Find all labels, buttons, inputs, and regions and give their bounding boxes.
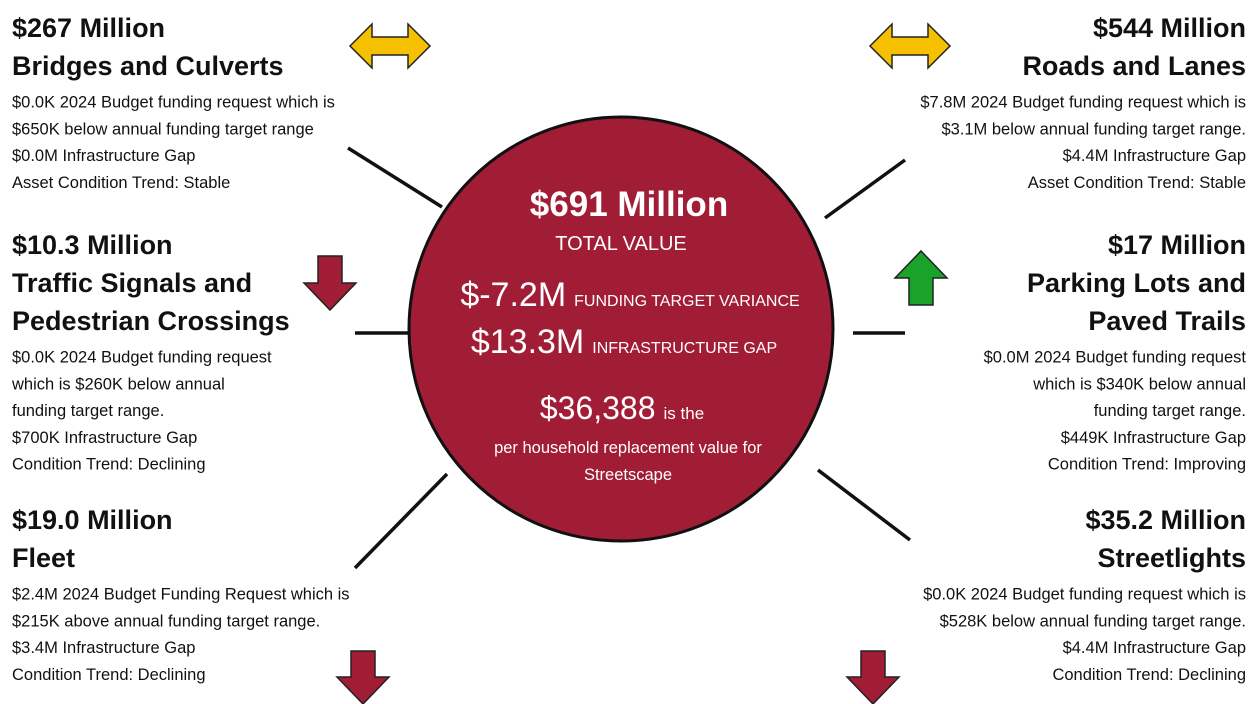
asset-detail: which is $340K below annual: [1032, 375, 1246, 393]
asset-name: Pedestrian Crossings: [12, 306, 290, 336]
asset-detail: $7.8M 2024 Budget funding request which …: [920, 94, 1246, 112]
gap: $13.3M: [471, 323, 584, 361]
variance-line: $-7.2M FUNDING TARGET VARIANCE: [460, 276, 799, 314]
asset-value: $544 Million: [1093, 13, 1246, 43]
asset-detail: $0.0K 2024 Budget funding request which …: [923, 586, 1246, 604]
asset-value: $19.0 Million: [12, 505, 173, 535]
total-value: $691 Million: [530, 185, 728, 224]
asset-detail: $0.0K 2024 Budget funding request: [12, 349, 272, 367]
total-label: TOTAL VALUE: [555, 233, 687, 255]
asset-detail: $215K above annual funding target range.: [12, 612, 320, 630]
improving-arrow: [893, 249, 949, 306]
asset-name: Fleet: [12, 543, 75, 573]
connector: [823, 158, 907, 220]
asset-detail: Condition Trend: Declining: [1052, 666, 1246, 684]
asset-name: Streetlights: [1097, 543, 1246, 573]
asset-detail: $0.0K 2024 Budget funding request which …: [12, 94, 335, 112]
connectors: [347, 146, 912, 570]
asset-name: Paved Trails: [1088, 306, 1246, 336]
gap-label: INFRASTRUCTURE GAP: [592, 340, 777, 357]
asset-detail: $449K Infrastructure Gap: [1061, 429, 1246, 447]
asset-detail: Condition Trend: Declining: [12, 456, 206, 474]
connector: [347, 146, 443, 209]
asset-detail: $3.4M Infrastructure Gap: [12, 639, 195, 657]
asset-detail: funding target range.: [12, 402, 164, 420]
declining-arrow: [335, 650, 391, 704]
asset-value: $17 Million: [1108, 230, 1246, 260]
asset-value: $10.3 Million: [12, 230, 173, 260]
declining-arrow: [302, 255, 358, 312]
asset-detail: $4.4M Infrastructure Gap: [1063, 639, 1246, 657]
asset-detail: $700K Infrastructure Gap: [12, 429, 197, 447]
asset-detail: Asset Condition Trend: Stable: [12, 174, 230, 192]
stable-arrow: [868, 22, 952, 70]
asset-name: Roads and Lanes: [1022, 51, 1246, 81]
center-circle: [407, 115, 835, 543]
connector: [353, 472, 449, 570]
asset-detail: $650K below annual funding target range: [12, 120, 314, 138]
asset-detail: $3.1M below annual funding target range.: [941, 120, 1246, 138]
asset-detail: Condition Trend: Declining: [12, 666, 206, 684]
asset-detail: which is $260K below annual: [11, 375, 225, 393]
asset-name: Parking Lots and: [1027, 268, 1246, 298]
asset-detail: funding target range.: [1094, 402, 1246, 420]
asset-detail: Condition Trend: Improving: [1048, 456, 1246, 474]
asset-name: Traffic Signals and: [12, 268, 252, 298]
asset-detail: $0.0M Infrastructure Gap: [12, 147, 195, 165]
gap-line: $13.3M INFRASTRUCTURE GAP: [471, 323, 777, 361]
asset-detail: $528K below annual funding target range.: [940, 612, 1246, 630]
declining-arrow: [845, 650, 901, 704]
household-text: Streetscape: [584, 466, 672, 484]
asset-detail: $0.0M 2024 Budget funding request: [984, 349, 1247, 367]
center-text: $691 Million TOTAL VALUE $-7.2M FUNDING T…: [460, 185, 799, 484]
household-line: $36,388 is the: [540, 390, 704, 426]
asset-detail: $2.4M 2024 Budget Funding Request which …: [12, 586, 350, 604]
household-value: $36,388: [540, 390, 656, 426]
asset-value: $35.2 Million: [1085, 505, 1246, 535]
asset-detail: Asset Condition Trend: Stable: [1028, 174, 1246, 192]
asset-detail: $4.4M Infrastructure Gap: [1063, 147, 1246, 165]
variance-label: FUNDING TARGET VARIANCE: [574, 293, 800, 310]
connector: [816, 468, 912, 542]
asset-name: Bridges and Culverts: [12, 51, 284, 81]
asset-value: $267 Million: [12, 13, 165, 43]
household-text: per household replacement value for: [494, 439, 762, 457]
stable-arrow: [348, 22, 432, 70]
variance: $-7.2M: [460, 276, 566, 314]
household-suffix: is the: [664, 404, 705, 423]
